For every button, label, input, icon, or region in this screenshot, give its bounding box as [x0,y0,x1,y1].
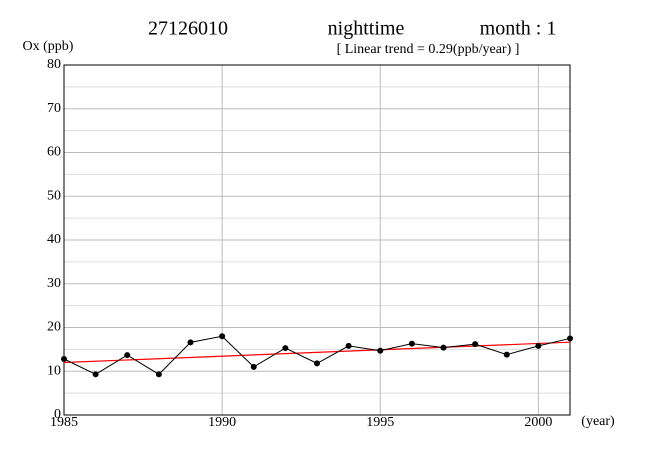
data-point [567,335,573,342]
chart-title-station: 27126010 [148,18,228,40]
x-tick-label: 1985 [50,415,78,430]
data-point [219,333,226,340]
data-point [282,345,289,352]
data-point [503,351,510,358]
data-point [345,342,352,349]
data-point [187,339,194,346]
x-tick-label: 2000 [524,415,552,430]
trend-line [63,341,571,364]
data-point [314,360,320,367]
data-point [155,371,162,378]
chart-title-month: month : 1 [480,18,557,40]
y-tick-label: 30 [47,276,61,291]
y-tick-label: 0 [54,407,61,422]
data-point [440,344,447,351]
y-axis-label: Ox (ppb) [23,39,74,54]
plot-frame [63,64,571,416]
y-tick-label: 10 [47,363,61,378]
x-tick-label: 1995 [366,415,394,430]
y-tick-label: 70 [47,101,61,116]
y-tick-label: 50 [47,188,61,203]
chart-subtitle: [ Linear trend = 0.29(ppb/year) ] [337,42,520,57]
x-tick-label: 1990 [208,415,236,430]
chart-title-period: nighttime [328,18,405,40]
y-tick-label: 80 [47,57,61,72]
data-point [92,371,99,378]
data-point [408,340,415,347]
y-tick-label: 40 [47,232,61,247]
data-point [535,342,542,349]
data-point [124,352,131,359]
data-point [61,356,67,362]
data-point [377,347,384,354]
data-line [63,335,571,375]
y-tick-label: 20 [47,320,61,335]
data-point [472,341,479,348]
data-point [250,363,257,370]
y-tick-label: 60 [47,145,61,160]
x-axis-label: (year) [581,414,615,429]
